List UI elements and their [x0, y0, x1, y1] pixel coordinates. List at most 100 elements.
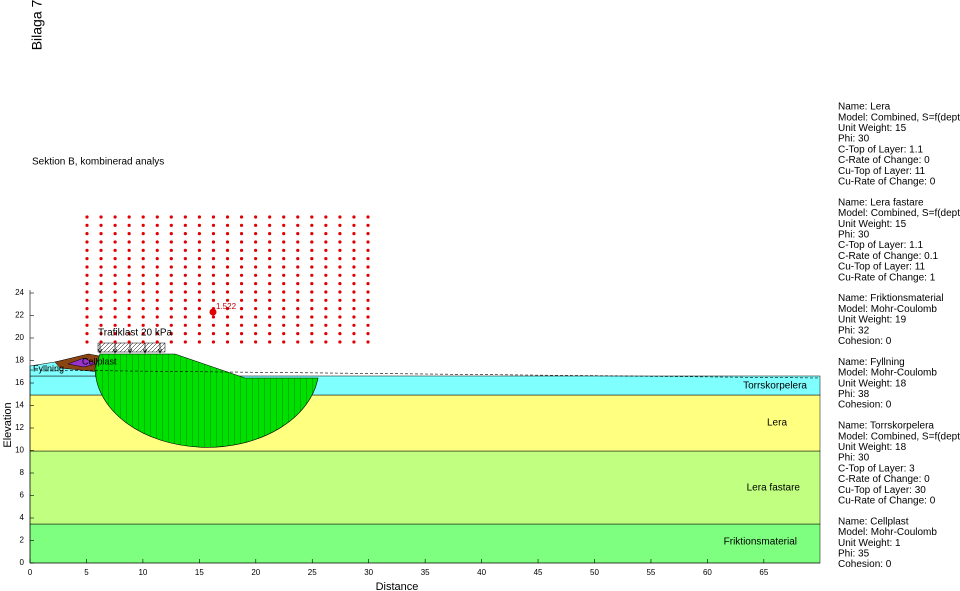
grid-dot [127, 248, 131, 252]
grid-dot [113, 323, 117, 327]
material-property: C-Top of Layer: 1.1 [838, 240, 923, 251]
material-property: Cu-Rate of Change: 0 [838, 496, 936, 507]
grid-dot [183, 215, 187, 219]
grid-dot [155, 307, 159, 311]
material-property: Unit Weight: 18 [838, 378, 907, 389]
grid-dot [239, 257, 244, 261]
cellplast-label: Cellplast [82, 356, 117, 366]
grid-dot [239, 332, 244, 336]
grid-dot [268, 298, 272, 302]
grid-dot [113, 315, 117, 319]
grid-dot [141, 273, 145, 277]
grid-dot [324, 273, 328, 277]
layer-label: Torrskorpelera [743, 381, 807, 392]
y-tick-label: 6 [20, 491, 25, 500]
material-property: Cu-Top of Layer: 11 [838, 166, 926, 177]
grid-dot [225, 282, 230, 286]
grid-dot [141, 290, 145, 294]
material-property: Cu-Rate of Change: 1 [838, 272, 936, 283]
grid-dot [197, 298, 201, 302]
grid-dot [225, 265, 230, 269]
grid-dot [282, 223, 286, 227]
grid-dot [366, 282, 370, 286]
grid-dot [366, 223, 370, 227]
grid-dot [99, 265, 103, 269]
grid-dot [155, 315, 159, 319]
grid-dot [366, 323, 370, 327]
grid-dot [352, 282, 356, 286]
load-arrow [127, 343, 133, 354]
grid-dot [282, 265, 286, 269]
grid-dot [310, 298, 314, 302]
grid-dot [239, 265, 244, 269]
grid-dot [338, 265, 342, 269]
x-tick-label: 30 [364, 568, 373, 577]
grid-dot [282, 307, 286, 311]
grid-dot [155, 215, 159, 219]
grid-dot [169, 307, 173, 311]
grid-dot [352, 215, 356, 219]
grid-dot [352, 340, 356, 344]
water-table [29, 369, 821, 379]
material-property: Phi: 30 [838, 453, 870, 464]
grid-dot [211, 298, 216, 302]
grid-dot [296, 240, 300, 244]
grid-dot [225, 340, 230, 344]
grid-dot [169, 215, 173, 219]
grid-dot [113, 240, 117, 244]
material-property: Model: Mohr-Coulomb [838, 304, 937, 315]
material-property: Cu-Top of Layer: 30 [838, 485, 926, 496]
grid-dot [366, 240, 370, 244]
grid-dot [99, 282, 103, 286]
grid-dot [254, 315, 258, 319]
grid-dot [268, 290, 272, 294]
grid-dot [99, 290, 103, 294]
grid-dot [268, 240, 272, 244]
grid-dot [338, 298, 342, 302]
y-tick-label: 22 [15, 311, 24, 320]
grid-dot [127, 298, 131, 302]
material-property: Model: Combined, S=f(depth) [838, 208, 960, 219]
grid-dot [366, 332, 370, 336]
material-property: Phi: 32 [838, 325, 870, 336]
grid-dot [282, 315, 286, 319]
grid-dot [282, 298, 286, 302]
grid-dot [169, 248, 173, 252]
x-tick-label: 40 [477, 568, 486, 577]
grid-dot [268, 315, 272, 319]
grid-dot [282, 323, 286, 327]
grid-dot [211, 315, 216, 319]
grid-dot [113, 248, 117, 252]
grid-dot [113, 232, 117, 236]
material-property: Unit Weight: 15 [838, 219, 907, 230]
grid-dot [169, 273, 173, 277]
grid-dot [225, 248, 230, 252]
grid-dot [254, 265, 258, 269]
grid-dot [282, 248, 286, 252]
material-property: Unit Weight: 15 [838, 123, 907, 134]
y-tick-label: 24 [15, 288, 24, 297]
y-tick-label: 2 [20, 536, 25, 545]
grid-dot [225, 332, 230, 336]
grid-dot [268, 257, 272, 261]
grid-dot [113, 223, 117, 227]
grid-dot [310, 307, 314, 311]
grid-dot [169, 232, 173, 236]
grid-dot [254, 298, 258, 302]
material-property: Model: Mohr-Coulomb [838, 527, 937, 538]
grid-dot [225, 215, 230, 219]
grid-dot [254, 257, 258, 261]
grid-dot [366, 340, 370, 344]
x-tick-label: 35 [421, 568, 430, 577]
grid-dot [99, 298, 103, 302]
grid-dot [239, 248, 244, 252]
grid-dot [366, 257, 370, 261]
grid-dot [366, 307, 370, 311]
grid-dot [296, 232, 300, 236]
grid-dot [225, 223, 230, 227]
grid-dot [282, 257, 286, 261]
x-tick-label: 10 [138, 568, 147, 577]
grid-dot [141, 248, 145, 252]
grid-dot [310, 290, 314, 294]
grid-dot [169, 298, 173, 302]
